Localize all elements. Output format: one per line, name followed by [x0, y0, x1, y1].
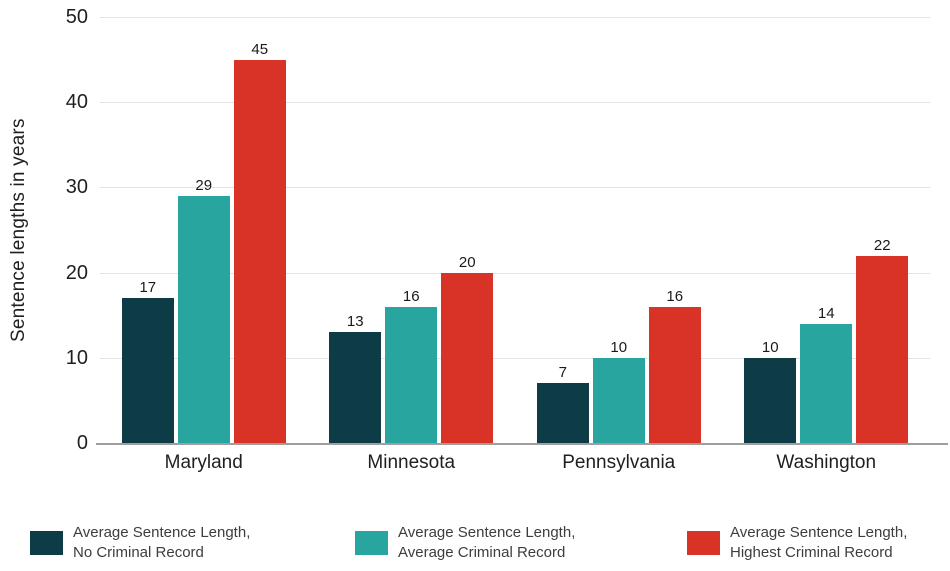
bar-value-label: 13	[346, 313, 364, 331]
legend-label-line: Average Criminal Record	[398, 543, 566, 561]
plot-area	[96, 17, 948, 445]
bar: 29	[177, 177, 230, 443]
legend-label-line: Highest Criminal Record	[730, 543, 893, 561]
gridline	[100, 187, 930, 189]
bar-value-label: 20	[458, 253, 476, 271]
y-axis-title: Sentence lengths in years	[8, 118, 29, 342]
legend-label-line: Average Sentence Length,	[73, 524, 251, 541]
bar-value-label: 17	[139, 279, 157, 297]
x-axis-category-label: Washington	[776, 452, 877, 473]
bar-value-label: 16	[666, 287, 684, 305]
bar: 22	[856, 237, 909, 443]
y-axis-tick-label: 10	[65, 346, 88, 369]
bar-value-label: 10	[610, 338, 628, 356]
legend-label: Average Sentence Length, No Criminal Reco…	[73, 523, 250, 562]
y-axis-tick-label: 40	[65, 91, 88, 114]
x-axis-category-label: Pennsylvania	[562, 452, 676, 473]
y-axis-tick-label: 30	[65, 176, 88, 199]
bar-value-label: 16	[402, 287, 420, 305]
legend-label: Average Sentence Length, Highest Criminal…	[730, 523, 907, 562]
legend-swatch	[687, 530, 720, 555]
legend-swatch	[30, 530, 63, 555]
bar: 10	[592, 339, 645, 443]
legend-label-line: Average Sentence Length,	[730, 524, 908, 541]
bar: 17	[121, 279, 174, 443]
bar-value-label: 14	[817, 304, 835, 322]
x-axis-category-labels: Maryland Minnesota Pennsylvania Washington	[100, 452, 930, 474]
gridline	[100, 272, 930, 274]
x-axis-category-label: Maryland	[164, 452, 243, 473]
bar-value-label: 45	[251, 40, 269, 58]
legend-label: Average Sentence Length, Average Criminal…	[398, 523, 575, 562]
legend-label-line: No Criminal Record	[73, 543, 204, 561]
bar-group: 13 16 20	[308, 17, 516, 443]
x-axis-line	[96, 443, 948, 445]
bar: 13	[329, 313, 382, 443]
bar-group: 7 10 16	[515, 17, 723, 443]
bar-groups: 17 29 45 13 16 20 7 10 16 10 14 22	[100, 17, 930, 443]
y-axis-tick-label: 0	[76, 432, 88, 454]
y-axis-tick-label: 50	[65, 6, 88, 28]
bar-value-label: 10	[761, 338, 779, 356]
legend-item: Average Sentence Length, Highest Criminal…	[687, 523, 907, 562]
bar-group: 17 29 45	[100, 17, 308, 443]
legend-label-line: Average Sentence Length,	[398, 524, 576, 541]
bar: 45	[233, 41, 286, 443]
x-axis-category-label: Minnesota	[367, 452, 456, 473]
bar: 10	[744, 339, 797, 443]
bar: 20	[441, 254, 494, 443]
y-axis-tick-label: 20	[65, 261, 88, 284]
legend-swatch	[355, 530, 388, 555]
bar: 16	[648, 288, 701, 443]
gridline	[100, 102, 930, 104]
legend-item: Average Sentence Length, No Criminal Reco…	[30, 523, 250, 562]
bar-value-label: 7	[558, 364, 567, 382]
bar-group: 10 14 22	[723, 17, 931, 443]
bar-value-label: 22	[873, 236, 891, 254]
bar-value-label: 29	[195, 176, 213, 194]
gridline	[100, 17, 930, 18]
legend: Average Sentence Length, No Criminal Reco…	[0, 523, 950, 571]
legend-item: Average Sentence Length, Average Criminal…	[355, 523, 575, 562]
bar: 14	[800, 305, 853, 443]
bar: 7	[536, 364, 589, 443]
gridline	[100, 357, 930, 359]
bar: 16	[385, 288, 438, 443]
